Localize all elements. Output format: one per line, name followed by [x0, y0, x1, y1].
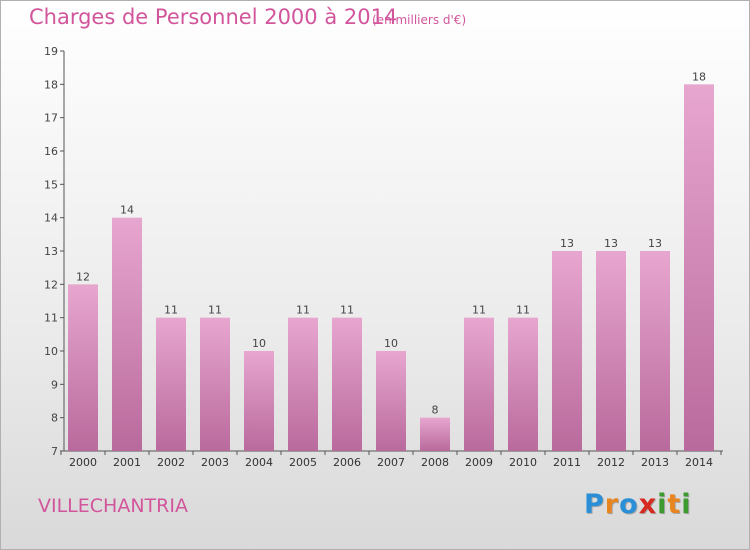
data-label: 13 — [648, 237, 662, 250]
y-tick-label: 14 — [44, 212, 58, 225]
x-tick-label: 2003 — [201, 456, 229, 469]
data-label: 18 — [692, 70, 706, 83]
proxiti-logo: Proxiti — [584, 489, 692, 520]
y-tick-label: 16 — [44, 145, 58, 158]
data-label: 11 — [516, 304, 530, 317]
data-label: 10 — [252, 337, 266, 350]
y-tick-label: 19 — [44, 45, 58, 58]
bar-2013 — [640, 251, 670, 451]
data-label: 11 — [164, 304, 178, 317]
y-tick-label: 18 — [44, 78, 58, 91]
y-tick-label: 13 — [44, 245, 58, 258]
x-tick-label: 2004 — [245, 456, 273, 469]
data-label: 11 — [208, 304, 222, 317]
data-label: 14 — [120, 204, 134, 217]
logo-letter: P — [584, 489, 605, 520]
bar-2014 — [684, 84, 714, 451]
chart-title: Charges de Personnel 2000 à 2014 — [29, 5, 398, 29]
labels: 2000 12 2001 14 2002 11 2003 11 2004 10 2005 11 2006… — [69, 70, 713, 469]
bar-2003 — [200, 317, 230, 451]
data-label: 8 — [432, 404, 439, 417]
x-tick-label: 2007 — [377, 456, 405, 469]
x-tick-label: 2009 — [465, 456, 493, 469]
data-label: 13 — [560, 237, 574, 250]
y-tick-label: 8 — [51, 412, 58, 425]
y-tick-label: 11 — [44, 312, 58, 325]
data-label: 11 — [296, 304, 310, 317]
x-tick-label: 2005 — [289, 456, 317, 469]
bar-2000 — [68, 284, 98, 451]
data-label: 11 — [340, 304, 354, 317]
logo-letter: o — [619, 489, 639, 520]
commune-name: VILLECHANTRIA — [38, 495, 188, 517]
logo-letter: i — [657, 489, 668, 520]
bar-2009 — [464, 317, 494, 451]
logo-letter: i — [681, 489, 692, 520]
x-tick-label: 2014 — [685, 456, 713, 469]
y-tick-label: 15 — [44, 178, 58, 191]
y-tick-label: 10 — [44, 345, 58, 358]
data-label: 13 — [604, 237, 618, 250]
x-tick-label: 2010 — [509, 456, 537, 469]
data-label: 11 — [472, 304, 486, 317]
x-tick-label: 2002 — [157, 456, 185, 469]
y-tick-label: 7 — [51, 445, 58, 458]
logo-letter: x — [638, 489, 658, 520]
y-tick-label: 12 — [44, 278, 58, 291]
logo-letter: r — [604, 489, 620, 520]
bars — [68, 84, 714, 451]
x-tick-label: 2011 — [553, 456, 581, 469]
x-tick-label: 2012 — [597, 456, 625, 469]
x-tick-label: 2013 — [641, 456, 669, 469]
logo-letter: t — [667, 489, 682, 520]
bar-2007 — [376, 351, 406, 451]
bar-2002 — [156, 317, 186, 451]
x-tick-label: 2008 — [421, 456, 449, 469]
data-label: 12 — [76, 270, 90, 283]
x-tick-label: 2006 — [333, 456, 361, 469]
bar-2008 — [420, 417, 450, 451]
y-tick-label: 17 — [44, 112, 58, 125]
x-tick-label: 2001 — [113, 456, 141, 469]
y-tick-label: 9 — [51, 378, 58, 391]
bar-2006 — [332, 317, 362, 451]
bar-2001 — [112, 217, 142, 451]
data-label: 10 — [384, 337, 398, 350]
bar-2012 — [596, 251, 626, 451]
x-tick-label: 2000 — [69, 456, 97, 469]
chart-subtitle: (en milliers d'€) — [372, 13, 467, 27]
bar-2010 — [508, 317, 538, 451]
bar-2011 — [552, 251, 582, 451]
bar-2004 — [244, 351, 274, 451]
bar-2005 — [288, 317, 318, 451]
